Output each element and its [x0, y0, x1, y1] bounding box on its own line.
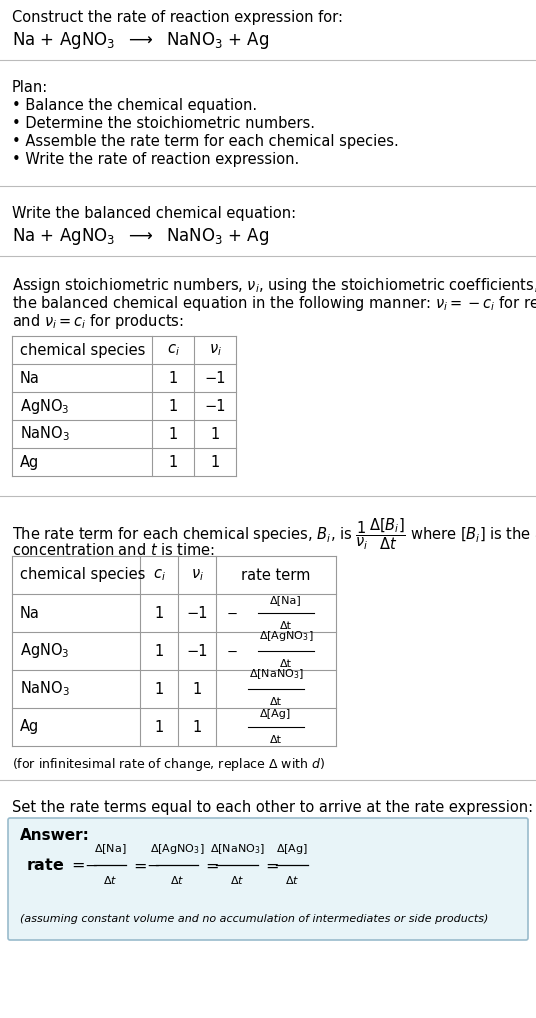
Text: Na + AgNO$_3$  $\longrightarrow$  NaNO$_3$ + Ag: Na + AgNO$_3$ $\longrightarrow$ NaNO$_3$… — [12, 30, 269, 51]
Text: 1: 1 — [154, 606, 163, 621]
Text: Δ[NaNO$_3$]: Δ[NaNO$_3$] — [249, 667, 303, 681]
Text: $\nu_i$: $\nu_i$ — [190, 567, 204, 583]
Text: AgNO$_3$: AgNO$_3$ — [20, 396, 70, 415]
Text: $c_i$: $c_i$ — [153, 567, 166, 583]
Text: $\Delta$[Na]: $\Delta$[Na] — [94, 842, 126, 856]
Text: (for infinitesimal rate of change, replace Δ with $d$): (for infinitesimal rate of change, repla… — [12, 756, 325, 773]
Text: 1: 1 — [192, 681, 202, 696]
Text: 1: 1 — [168, 398, 177, 413]
Text: 1: 1 — [154, 681, 163, 696]
Text: chemical species: chemical species — [20, 342, 145, 357]
Text: Δt: Δt — [280, 659, 292, 669]
Text: Assign stoichiometric numbers, $\nu_i$, using the stoichiometric coefficients, $: Assign stoichiometric numbers, $\nu_i$, … — [12, 276, 536, 295]
Text: Δ[Ag]: Δ[Ag] — [260, 709, 292, 719]
Text: Ag: Ag — [20, 454, 39, 469]
Text: Plan:: Plan: — [12, 80, 48, 95]
Text: 1: 1 — [210, 427, 220, 442]
Text: 1: 1 — [168, 427, 177, 442]
Text: $\nu_i$: $\nu_i$ — [209, 342, 221, 358]
Text: $\Delta$[NaNO$_3$]: $\Delta$[NaNO$_3$] — [210, 842, 264, 856]
Text: NaNO$_3$: NaNO$_3$ — [20, 680, 70, 698]
Text: 1: 1 — [210, 454, 220, 469]
Text: (assuming constant volume and no accumulation of intermediates or side products): (assuming constant volume and no accumul… — [20, 914, 488, 924]
Text: Δ[Na]: Δ[Na] — [270, 595, 302, 605]
Text: rate $=$: rate $=$ — [26, 857, 86, 873]
Text: Set the rate terms equal to each other to arrive at the rate expression:: Set the rate terms equal to each other t… — [12, 800, 533, 815]
Text: rate term: rate term — [241, 567, 311, 582]
FancyBboxPatch shape — [8, 818, 528, 940]
Text: Write the balanced chemical equation:: Write the balanced chemical equation: — [12, 206, 296, 221]
Text: $-$: $-$ — [226, 644, 237, 658]
Text: $\Delta t$: $\Delta t$ — [170, 874, 184, 886]
Text: the balanced chemical equation in the following manner: $\nu_i = -c_i$ for react: the balanced chemical equation in the fo… — [12, 294, 536, 313]
Text: $\Delta$[Ag]: $\Delta$[Ag] — [276, 842, 308, 856]
Text: Construct the rate of reaction expression for:: Construct the rate of reaction expressio… — [12, 10, 343, 25]
Text: $=$: $=$ — [262, 857, 279, 872]
Text: Δ[AgNO$_3$]: Δ[AgNO$_3$] — [259, 629, 313, 643]
Text: • Determine the stoichiometric numbers.: • Determine the stoichiometric numbers. — [12, 116, 315, 131]
Text: Na: Na — [20, 371, 40, 386]
Text: Na: Na — [20, 606, 40, 621]
Text: −1: −1 — [204, 371, 226, 386]
Text: Ag: Ag — [20, 720, 39, 735]
Text: $\Delta t$: $\Delta t$ — [230, 874, 244, 886]
Text: −1: −1 — [186, 606, 208, 621]
Text: chemical species: chemical species — [20, 567, 145, 582]
Text: $=$: $=$ — [130, 857, 147, 872]
Text: Answer:: Answer: — [20, 828, 90, 843]
Text: −1: −1 — [204, 398, 226, 413]
Text: 1: 1 — [192, 720, 202, 735]
Text: −1: −1 — [186, 643, 208, 659]
Text: and $\nu_i = c_i$ for products:: and $\nu_i = c_i$ for products: — [12, 312, 184, 331]
Text: $\Delta t$: $\Delta t$ — [103, 874, 117, 886]
Text: Δt: Δt — [270, 735, 282, 745]
Text: 1: 1 — [154, 720, 163, 735]
Text: Δt: Δt — [270, 697, 282, 706]
Text: 1: 1 — [168, 371, 177, 386]
Text: concentration and $t$ is time:: concentration and $t$ is time: — [12, 542, 215, 558]
Text: 1: 1 — [154, 643, 163, 659]
Text: 1: 1 — [168, 454, 177, 469]
Text: $-$: $-$ — [226, 607, 237, 620]
Text: $-$: $-$ — [84, 857, 98, 872]
Text: • Assemble the rate term for each chemical species.: • Assemble the rate term for each chemic… — [12, 134, 399, 149]
Text: Δt: Δt — [280, 621, 292, 631]
Text: AgNO$_3$: AgNO$_3$ — [20, 641, 70, 661]
Text: • Write the rate of reaction expression.: • Write the rate of reaction expression. — [12, 152, 299, 167]
Text: $c_i$: $c_i$ — [167, 342, 180, 358]
Text: NaNO$_3$: NaNO$_3$ — [20, 425, 70, 444]
Text: $\Delta t$: $\Delta t$ — [285, 874, 299, 886]
Text: $-$: $-$ — [146, 857, 160, 872]
Text: $\Delta$[AgNO$_3$]: $\Delta$[AgNO$_3$] — [150, 842, 204, 856]
Text: The rate term for each chemical species, $B_i$, is $\dfrac{1}{\nu_i}\dfrac{\Delt: The rate term for each chemical species,… — [12, 516, 536, 552]
Text: Na + AgNO$_3$  $\longrightarrow$  NaNO$_3$ + Ag: Na + AgNO$_3$ $\longrightarrow$ NaNO$_3$… — [12, 226, 269, 247]
Text: • Balance the chemical equation.: • Balance the chemical equation. — [12, 98, 257, 113]
Text: $=$: $=$ — [202, 857, 219, 872]
